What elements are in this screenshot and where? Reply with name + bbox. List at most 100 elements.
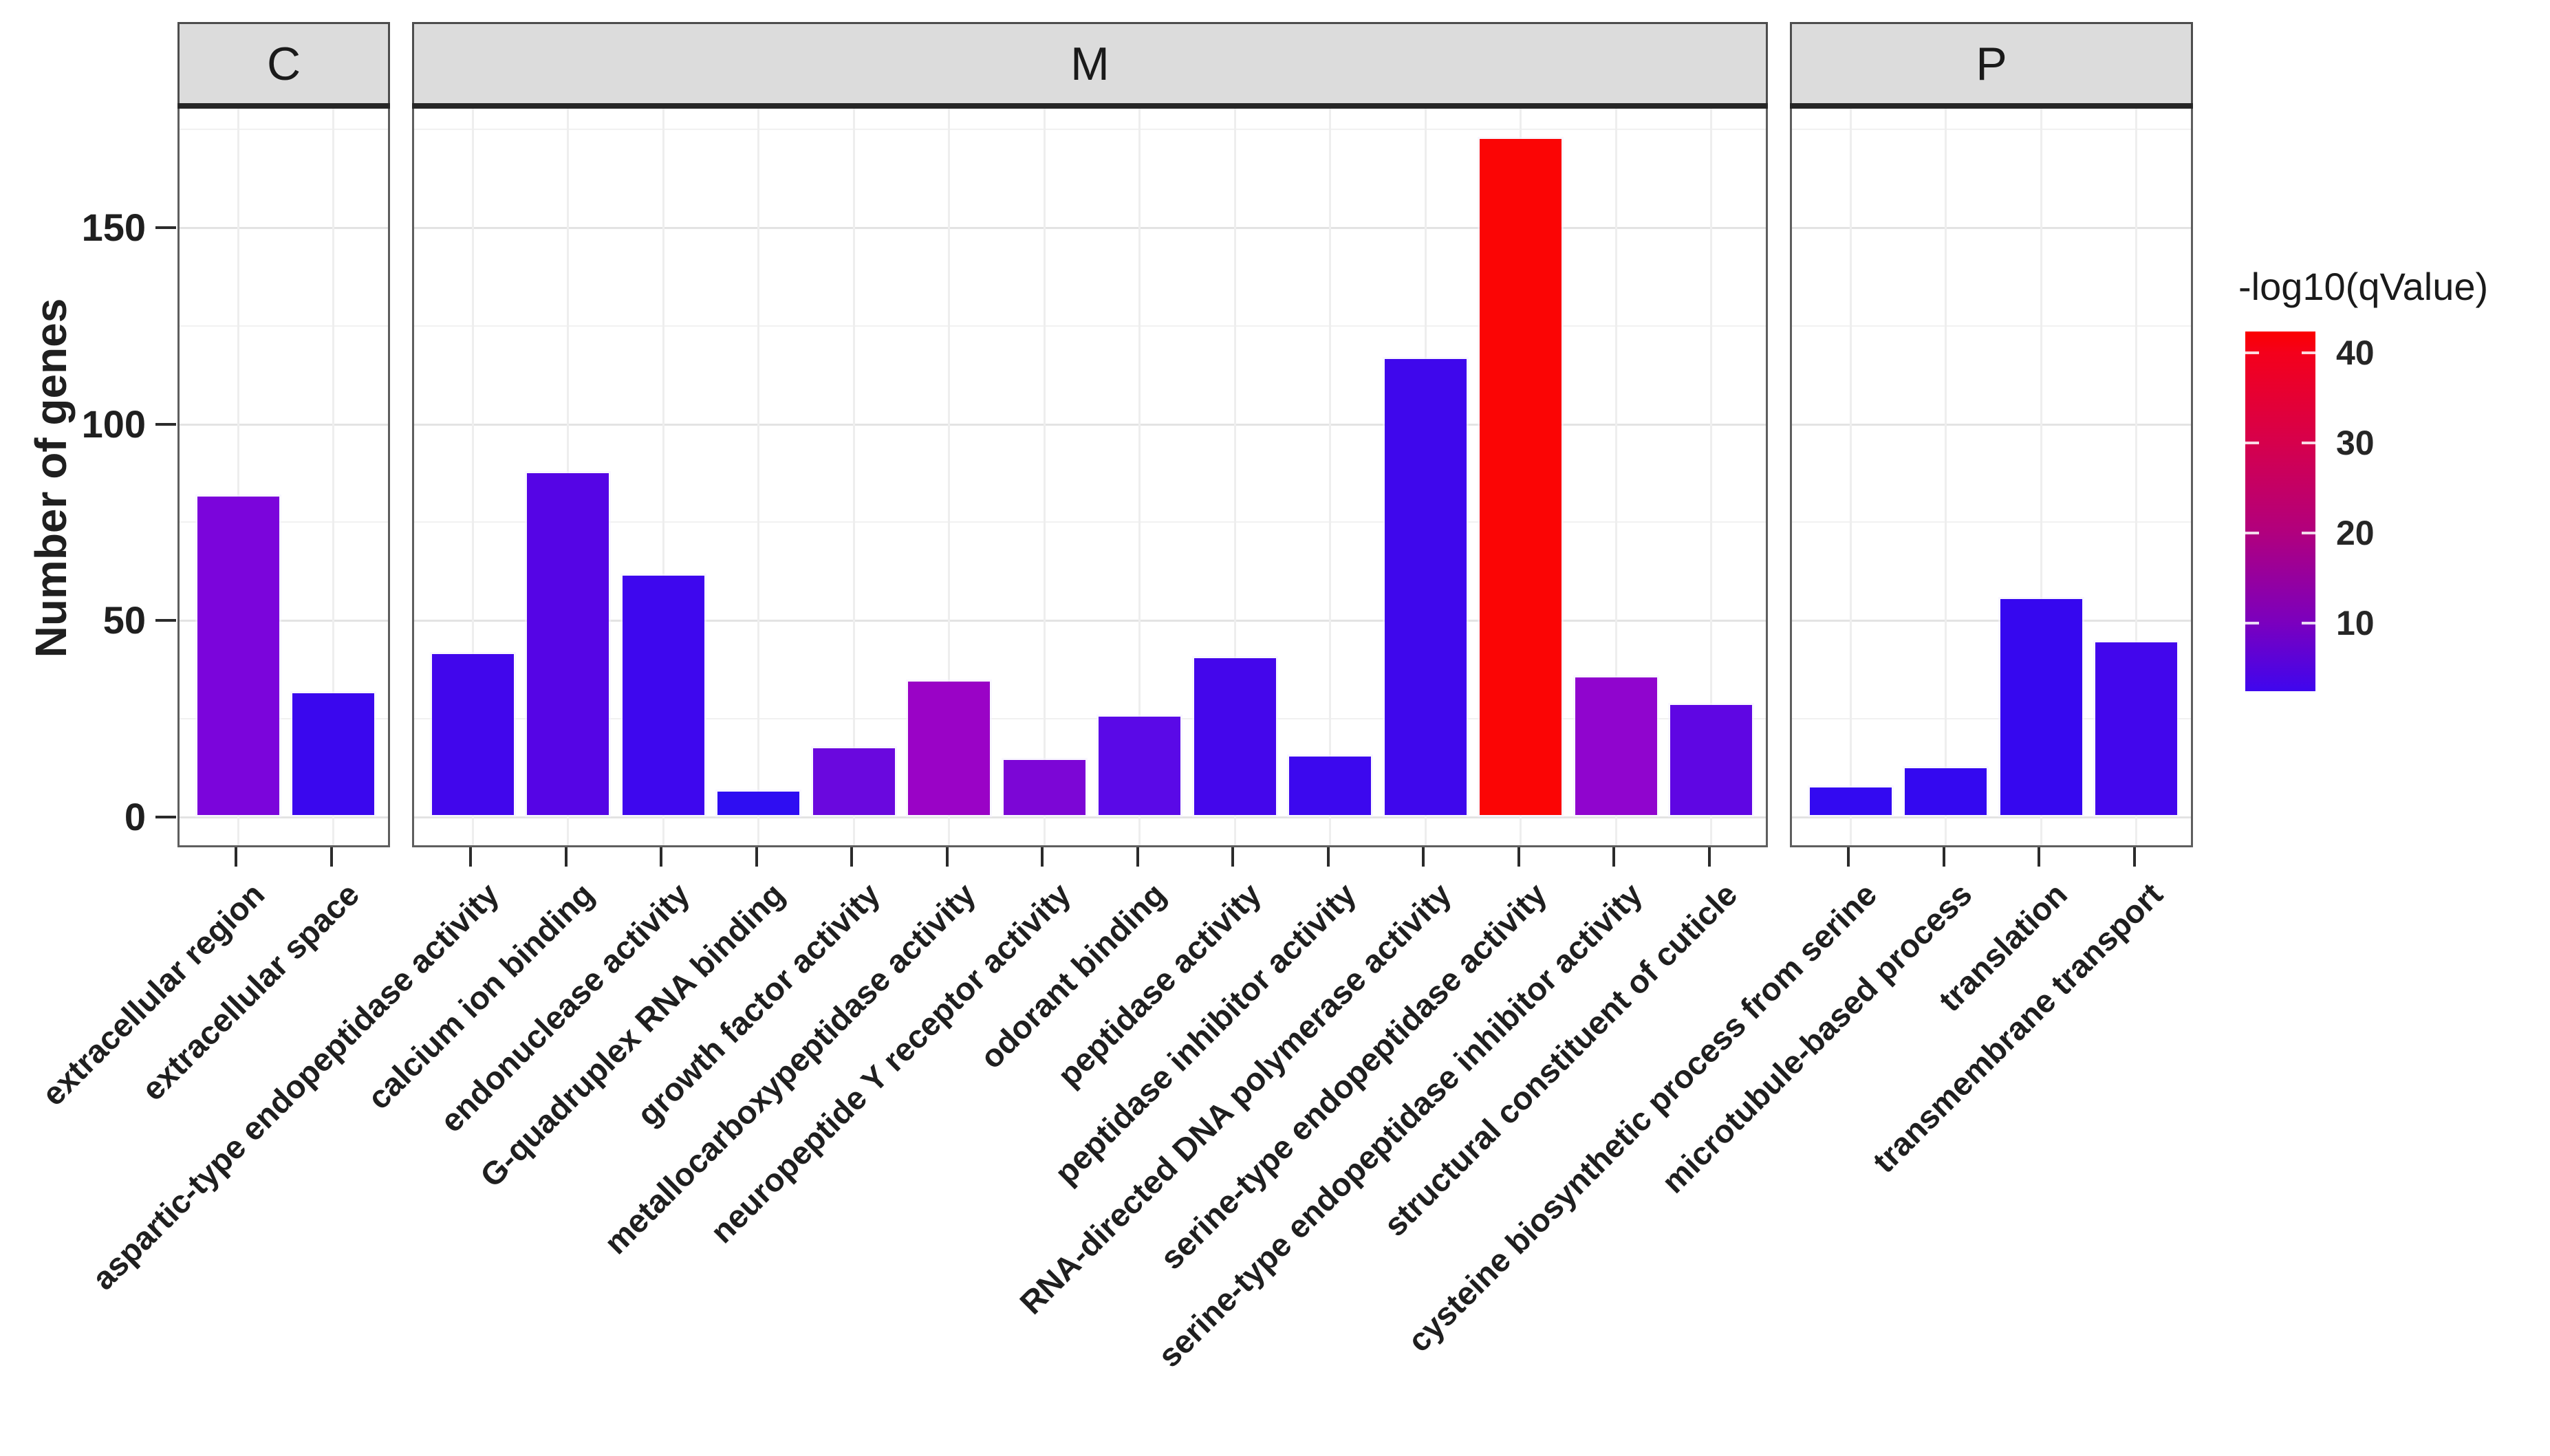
legend-tick-label: 40: [2336, 334, 2375, 373]
gridline-minor: [180, 325, 388, 327]
legend-tick: [2302, 621, 2315, 624]
gridline-vertical: [471, 109, 474, 845]
facet-strip-underline: [177, 103, 390, 109]
bar: [1807, 785, 1894, 817]
bar: [906, 679, 993, 817]
x-axis-tick: [2038, 847, 2041, 867]
gridline-vertical: [237, 109, 239, 845]
facet-strip-p: P: [1790, 22, 2193, 103]
facet-strip-underline: [1790, 103, 2193, 109]
y-axis-tick-label: 50: [102, 598, 146, 642]
legend-tick: [2302, 531, 2315, 534]
gridline-major: [180, 423, 388, 426]
legend-title: -log10(qValue): [2238, 265, 2489, 308]
gridline-minor: [180, 521, 388, 523]
facet-panel-c: [177, 109, 390, 847]
gridline-vertical: [1614, 109, 1617, 845]
facet-strip-c: C: [177, 22, 390, 103]
facet-strip-underline: [412, 103, 1768, 109]
gridline-vertical: [1710, 109, 1713, 845]
gridline-minor: [1792, 521, 2191, 523]
x-axis-tick: [2132, 847, 2136, 867]
bar: [1478, 137, 1564, 817]
y-axis-tick: [155, 422, 176, 426]
gridline-major: [180, 620, 388, 622]
gridline-major: [414, 816, 1766, 818]
x-axis-tick: [945, 847, 949, 867]
bar: [1382, 357, 1469, 817]
gridline-major: [414, 423, 1766, 426]
gridline-minor: [1792, 128, 2191, 130]
gridline-minor: [1792, 325, 2191, 327]
x-axis-tick: [1612, 847, 1616, 867]
bar: [195, 495, 281, 817]
legend-tick: [2245, 442, 2259, 445]
gridline-vertical: [2135, 109, 2138, 845]
gridline-major: [1792, 226, 2191, 229]
legend-tick: [2245, 621, 2259, 624]
gridline-vertical: [1233, 109, 1236, 845]
x-axis-tick: [1136, 847, 1139, 867]
gridline-major: [414, 226, 1766, 229]
legend-tick: [2245, 531, 2259, 534]
x-axis-tick: [1942, 847, 1945, 867]
gridline-vertical: [852, 109, 855, 845]
bar: [290, 691, 377, 817]
gridline-vertical: [1043, 109, 1046, 845]
y-axis-tick: [155, 619, 176, 622]
x-axis-tick: [564, 847, 568, 867]
bar: [1001, 758, 1088, 817]
gridline-vertical: [1138, 109, 1141, 845]
bar: [525, 471, 612, 817]
bar: [1998, 596, 2084, 817]
gridline-minor: [414, 521, 1766, 523]
x-axis-tick: [329, 847, 333, 867]
bar: [1573, 675, 1659, 817]
legend-tick-label: 20: [2336, 513, 2375, 552]
gridline-vertical: [1849, 109, 1852, 845]
y-axis-tick: [155, 816, 176, 818]
gridline-major: [180, 226, 388, 229]
x-axis-tick: [235, 847, 238, 867]
bar: [1191, 655, 1278, 817]
legend-tick: [2302, 442, 2315, 445]
gridline-major: [1792, 423, 2191, 426]
y-axis-tick-label: 150: [81, 205, 146, 249]
bar: [1668, 703, 1755, 817]
legend-gradient-bar: [2245, 332, 2315, 691]
x-axis-tick: [469, 847, 473, 867]
facet-strip-label: M: [1070, 37, 1110, 90]
x-axis-tick: [1326, 847, 1330, 867]
gridline-vertical: [757, 109, 760, 845]
gridline-major: [1792, 620, 2191, 622]
gridline-minor: [414, 325, 1766, 327]
facet-strip-label: P: [1976, 37, 2007, 90]
facet-strip-m: M: [412, 22, 1768, 103]
bar: [2093, 640, 2180, 817]
y-axis-title: Number of genes: [26, 298, 76, 658]
gridline-vertical: [2040, 109, 2042, 845]
y-axis-tick-label: 0: [124, 795, 146, 838]
gridline-minor: [180, 718, 388, 720]
gridline-minor: [180, 128, 388, 130]
gridline-vertical: [332, 109, 335, 845]
gridline-vertical: [1329, 109, 1332, 845]
bar: [1903, 765, 1989, 817]
legend-tick: [2302, 351, 2315, 355]
x-axis-tick: [660, 847, 663, 867]
legend-tick: [2245, 351, 2259, 355]
bar: [1096, 715, 1183, 817]
y-axis-tick-label: 100: [81, 402, 146, 446]
facet-panel-p: [1790, 109, 2193, 847]
legend-tick-label: 30: [2336, 424, 2375, 463]
gridline-minor: [414, 718, 1766, 720]
bar: [620, 573, 706, 817]
x-axis-tick: [755, 847, 758, 867]
x-axis-tick: [1847, 847, 1850, 867]
gridline-minor: [414, 128, 1766, 130]
gridline-major: [180, 816, 388, 818]
bar: [810, 746, 897, 817]
gridline-vertical: [948, 109, 951, 845]
x-axis-tick: [1041, 847, 1044, 867]
